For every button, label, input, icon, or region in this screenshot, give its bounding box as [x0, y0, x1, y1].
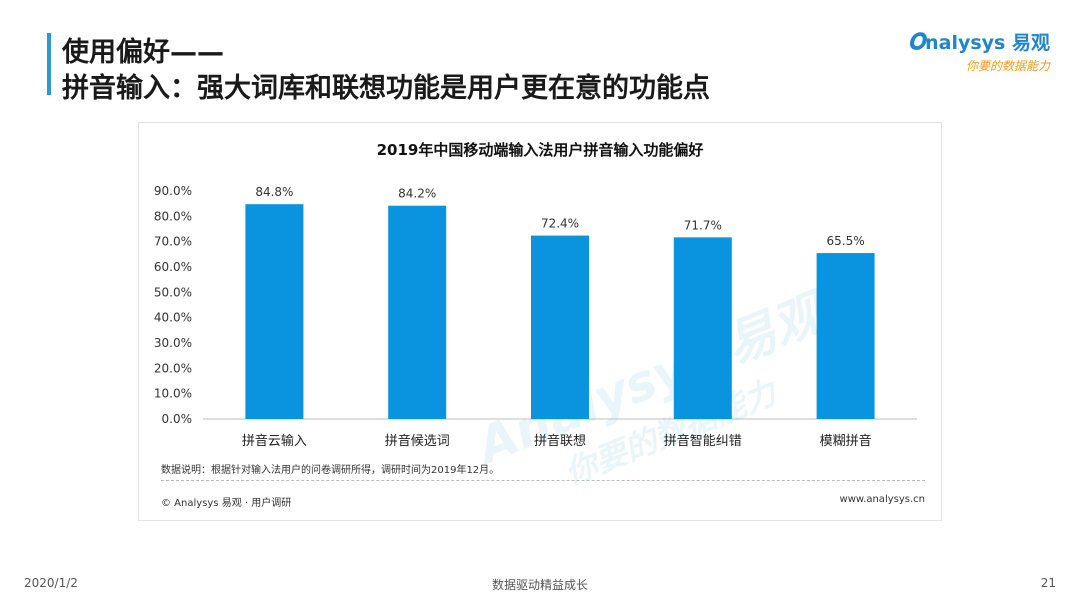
chart-title: 2019年中国移动端输入法用户拼音输入功能偏好: [376, 141, 704, 159]
bar-value-label: 72.4%: [541, 217, 579, 231]
title-accent-bar: [47, 33, 51, 95]
bar-value-label: 71.7%: [684, 218, 722, 232]
bar-value-label: 65.5%: [827, 234, 865, 248]
footer-date: 2020/1/2: [24, 576, 78, 590]
y-tick-label: 10.0%: [154, 387, 192, 401]
y-tick-label: 40.0%: [154, 311, 192, 325]
chart-panel: 2019年中国移动端输入法用户拼音输入功能偏好 Analysys 易观 你要的数…: [138, 122, 942, 521]
logo-brand: 易观: [1011, 32, 1050, 54]
logo-swoosh-icon: 𝚶: [907, 30, 926, 55]
x-tick-label: 拼音智能纠错: [664, 433, 742, 449]
bar: [816, 253, 875, 419]
logo-wordmark: nalysys: [925, 32, 1006, 54]
analysys-logo: 𝚶nalysys 易观 你要的数据能力: [908, 28, 1050, 74]
footer-slogan: 数据驱动精益成长: [491, 578, 588, 592]
y-tick-label: 70.0%: [154, 235, 192, 249]
x-tick-label: 拼音联想: [534, 433, 586, 449]
x-tick-label: 模糊拼音: [820, 433, 872, 449]
bar-value-label: 84.2%: [398, 187, 436, 201]
bar: [388, 205, 447, 419]
y-tick-label: 0.0%: [162, 412, 193, 426]
bar-value-label: 84.8%: [255, 185, 293, 199]
bar: [673, 237, 732, 419]
bar-chart: 0.0% 10.0% 20.0% 30.0% 40.0% 50.0% 60.0% 70.0% 8…: [154, 184, 917, 449]
x-tick-label: 拼音候选词: [385, 433, 450, 449]
page-subtitle: 拼音输入：强大词库和联想功能是用户更在意的功能点: [62, 73, 710, 104]
page-number: 21: [1040, 576, 1056, 590]
chart-website: www.analysys.cn: [839, 494, 925, 505]
chart-note: 数据说明：根据针对输入法用户的问卷调研所得，调研时间为2019年12月。: [161, 465, 500, 476]
y-tick-label: 50.0%: [154, 285, 192, 299]
y-tick-label: 90.0%: [154, 184, 192, 198]
chart-copyright: © Analysys 易观 · 用户调研: [161, 498, 292, 509]
y-tick-label: 30.0%: [154, 336, 192, 350]
bar: [531, 235, 589, 419]
chart-divider: [161, 480, 925, 481]
y-tick-label: 80.0%: [154, 209, 192, 223]
y-tick-label: 60.0%: [154, 260, 192, 274]
logo-slogan: 你要的数据能力: [965, 59, 1050, 73]
bar: [245, 204, 304, 419]
page-title: 使用偏好——: [62, 37, 224, 68]
y-tick-label: 20.0%: [154, 361, 192, 375]
x-tick-label: 拼音云输入: [242, 433, 307, 449]
